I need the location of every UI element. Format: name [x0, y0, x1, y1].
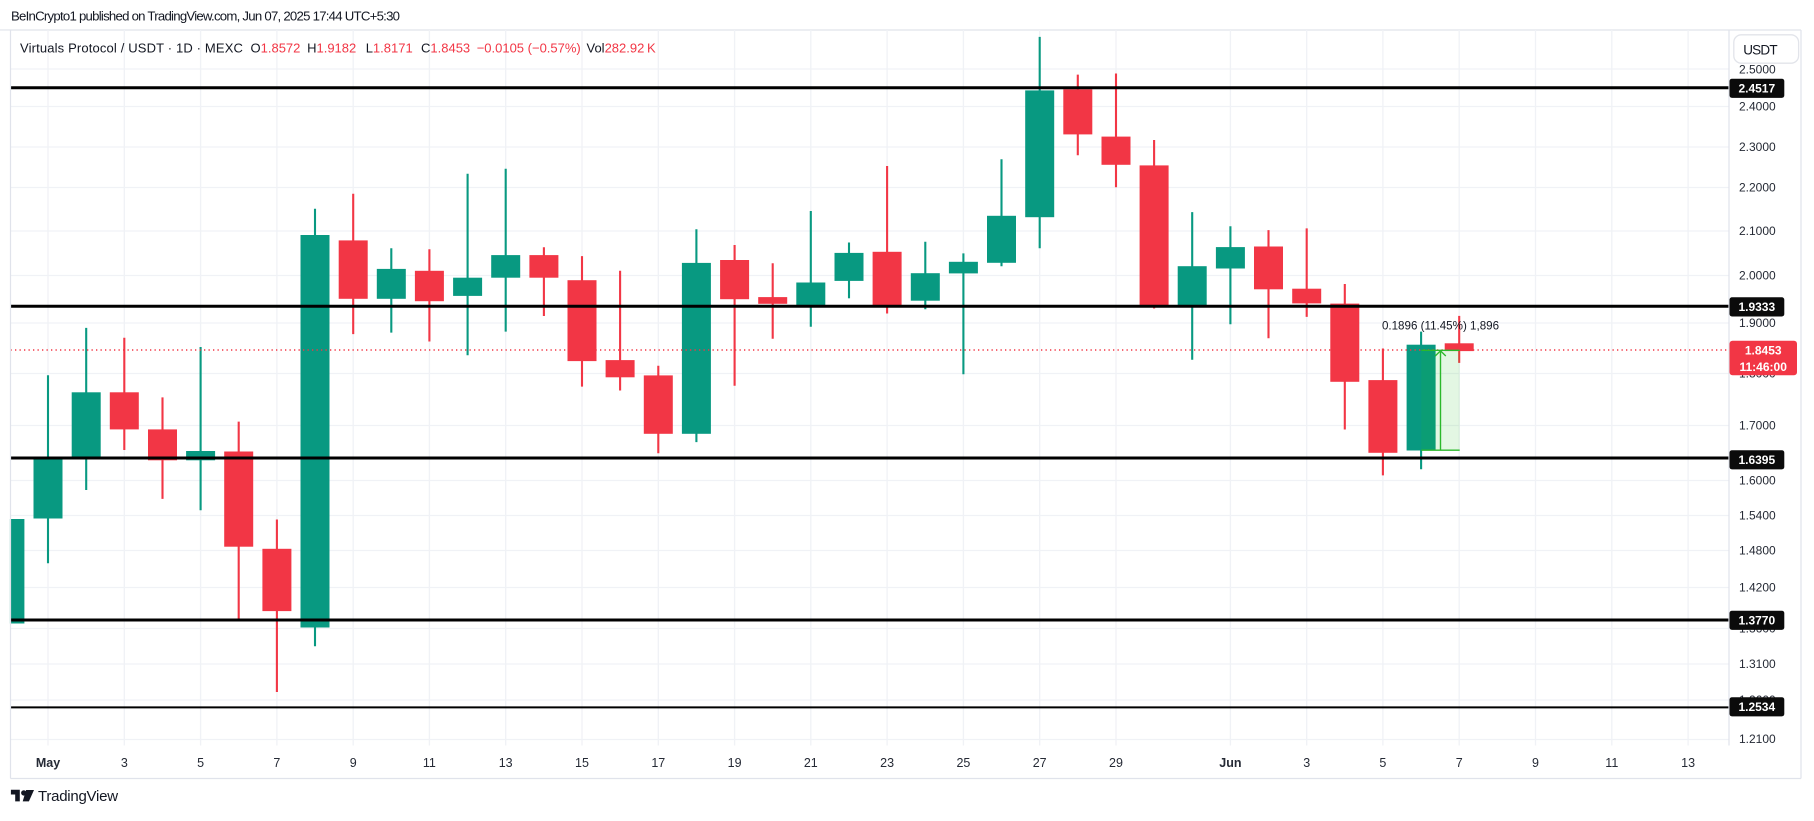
svg-text:13: 13: [1681, 756, 1695, 770]
svg-text:3: 3: [1303, 756, 1310, 770]
svg-text:15: 15: [575, 756, 589, 770]
svg-text:2.4517: 2.4517: [1738, 82, 1775, 96]
svg-text:5: 5: [1379, 756, 1386, 770]
svg-text:−0.0105 (−0.57%): −0.0105 (−0.57%): [477, 41, 581, 56]
svg-text:27: 27: [1033, 756, 1047, 770]
svg-text:11:46:00: 11:46:00: [1740, 360, 1788, 374]
svg-text:1.2100: 1.2100: [1739, 732, 1776, 746]
svg-text:2.4000: 2.4000: [1739, 100, 1776, 114]
svg-text:TradingView: TradingView: [38, 788, 118, 805]
svg-text:2.0000: 2.0000: [1739, 269, 1776, 283]
svg-text:1.4800: 1.4800: [1739, 544, 1776, 558]
svg-text:1.7000: 1.7000: [1739, 419, 1776, 433]
svg-text:9: 9: [1532, 756, 1539, 770]
svg-text:2.2000: 2.2000: [1739, 181, 1776, 195]
svg-text:O1.8572: O1.8572: [251, 41, 301, 56]
svg-text:USDT: USDT: [1743, 42, 1777, 57]
svg-text:L1.8171: L1.8171: [366, 41, 413, 56]
svg-text:5: 5: [197, 756, 204, 770]
svg-text:7: 7: [273, 756, 280, 770]
svg-text:2.3000: 2.3000: [1739, 140, 1776, 154]
svg-text:Vol282.92 K: Vol282.92 K: [587, 41, 656, 56]
svg-text:Virtuals Protocol / USDT · 1D: Virtuals Protocol / USDT · 1D · MEXC: [20, 41, 243, 56]
svg-text:1.5400: 1.5400: [1739, 509, 1776, 523]
svg-text:7: 7: [1456, 756, 1463, 770]
svg-text:29: 29: [1109, 756, 1123, 770]
svg-text:2.1000: 2.1000: [1739, 224, 1776, 238]
svg-text:11: 11: [1605, 756, 1618, 770]
svg-text:2.5000: 2.5000: [1739, 63, 1776, 77]
svg-text:H1.9182: H1.9182: [307, 41, 356, 56]
svg-text:1.6000: 1.6000: [1739, 474, 1776, 488]
svg-text:1.9000: 1.9000: [1739, 316, 1776, 330]
svg-text:1.4200: 1.4200: [1739, 581, 1776, 595]
svg-text:3: 3: [121, 756, 128, 770]
svg-text:1.6395: 1.6395: [1738, 453, 1775, 467]
svg-text:25: 25: [956, 756, 970, 770]
svg-text:1.8453: 1.8453: [1745, 344, 1782, 358]
svg-text:17: 17: [651, 756, 665, 770]
svg-text:May: May: [36, 756, 60, 770]
svg-text:13: 13: [499, 756, 513, 770]
svg-text:23: 23: [880, 756, 894, 770]
svg-text:0.1896 (11.45%) 1,896: 0.1896 (11.45%) 1,896: [1382, 320, 1499, 333]
svg-text:11: 11: [423, 756, 436, 770]
svg-text:BeInCrypto1 published on Tradi: BeInCrypto1 published on TradingView.com…: [11, 9, 400, 24]
svg-text:9: 9: [350, 756, 357, 770]
svg-text:C1.8453: C1.8453: [421, 41, 470, 56]
svg-text:1.3770: 1.3770: [1738, 614, 1775, 628]
svg-text:1.9333: 1.9333: [1738, 300, 1775, 314]
svg-text:1.2534: 1.2534: [1738, 700, 1775, 714]
svg-text:Jun: Jun: [1219, 756, 1241, 770]
svg-text:21: 21: [804, 756, 818, 770]
svg-text:1.3100: 1.3100: [1739, 657, 1776, 671]
svg-text:19: 19: [728, 756, 742, 770]
